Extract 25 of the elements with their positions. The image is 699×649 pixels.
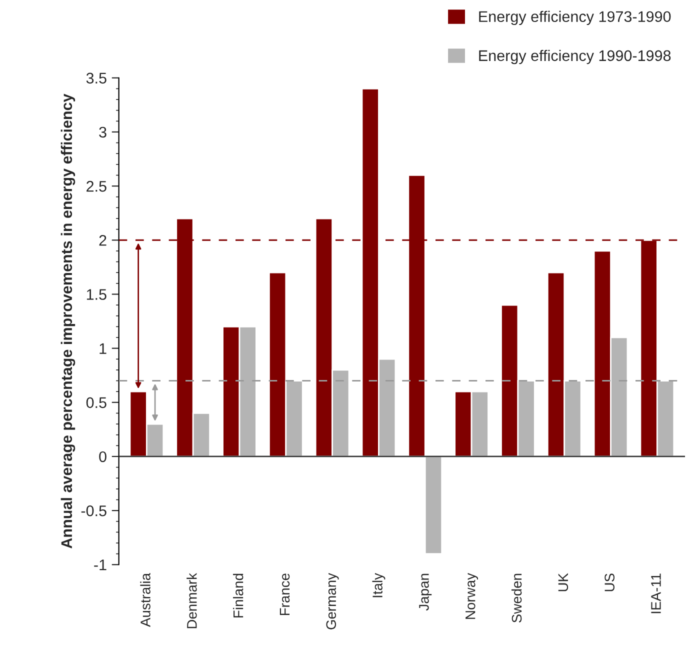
y-tick-label: 2 — [99, 235, 106, 246]
x-tick-label: Sweden — [511, 574, 522, 623]
x-tick-label: Australia — [140, 572, 150, 627]
legend-label: Energy efficiency 1990-1998 — [479, 50, 671, 64]
x-tick-label: Italy — [372, 572, 386, 598]
x-tick-label: Norway — [466, 572, 478, 619]
x-tick-label: France — [280, 574, 290, 616]
legend-label: Energy efficiency 1973-1990 — [479, 10, 671, 26]
y-axis-title: Annual average percentage improvements in energy efficiency — [60, 94, 76, 548]
x-tick-label: Japan — [419, 574, 432, 611]
y-tick-label: -0.5 — [81, 505, 106, 516]
y-tick-label: 1 — [100, 343, 106, 354]
y-tick-label: 3.5 — [86, 72, 106, 84]
y-tick-label: 3 — [99, 126, 106, 138]
x-tick-label: IEA-11 — [651, 574, 661, 614]
y-tick-label: 0.5 — [86, 397, 106, 408]
x-tick-label: UK — [558, 573, 568, 592]
y-tick-label: 0 — [99, 451, 106, 462]
x-tick-label: Denmark — [186, 572, 197, 628]
x-tick-label: Germany — [326, 572, 339, 630]
x-tick-label: Finland — [233, 574, 244, 618]
x-tick-label: US — [604, 574, 614, 592]
y-tick-label: 2.5 — [86, 180, 106, 192]
y-tick-label: -1 — [94, 560, 106, 570]
y-tick-label: 1.5 — [86, 289, 106, 300]
